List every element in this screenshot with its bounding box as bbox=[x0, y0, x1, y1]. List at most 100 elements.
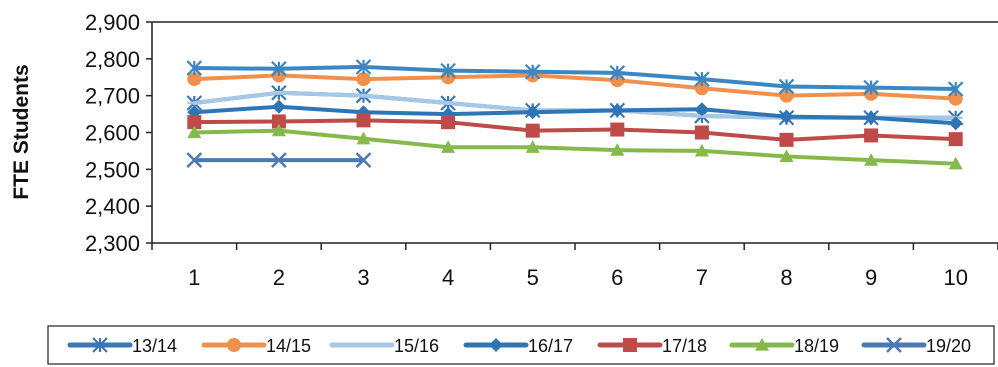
data-point bbox=[524, 63, 541, 80]
legend-item: 15/16 bbox=[329, 336, 439, 356]
data-point bbox=[948, 132, 963, 147]
y-tick-label: 2,700 bbox=[85, 84, 140, 109]
data-point bbox=[863, 79, 879, 96]
series-line bbox=[192, 64, 958, 92]
legend-item: 17/18 bbox=[597, 336, 707, 356]
data-point bbox=[623, 338, 637, 352]
data-point bbox=[356, 113, 371, 128]
data-point bbox=[694, 81, 709, 96]
data-point bbox=[187, 115, 202, 130]
x-tick-label: 1 bbox=[188, 265, 200, 290]
x-tick-label: 5 bbox=[527, 265, 539, 290]
legend-label: 13/14 bbox=[132, 336, 177, 356]
data-point bbox=[440, 62, 456, 79]
data-point bbox=[779, 109, 794, 124]
series-18-19 bbox=[187, 123, 963, 170]
series-line bbox=[192, 128, 958, 166]
series-line bbox=[192, 104, 958, 126]
series-line bbox=[192, 73, 958, 101]
x-tick-label: 9 bbox=[865, 265, 877, 290]
series-19-20 bbox=[186, 152, 372, 169]
data-point bbox=[694, 71, 710, 87]
data-point bbox=[755, 338, 769, 351]
data-point bbox=[779, 88, 794, 103]
y-tick-label: 2,900 bbox=[85, 10, 140, 35]
data-point bbox=[525, 105, 540, 120]
y-axis-label: FTE Students bbox=[10, 64, 33, 199]
y-tick-label: 2,600 bbox=[85, 121, 140, 146]
data-point bbox=[355, 59, 372, 75]
data-point bbox=[779, 149, 794, 163]
data-point bbox=[271, 123, 286, 137]
data-point bbox=[886, 337, 902, 353]
data-point bbox=[271, 114, 286, 129]
data-point bbox=[610, 103, 625, 118]
data-point bbox=[186, 152, 203, 169]
series-line bbox=[192, 90, 958, 120]
data-point bbox=[864, 110, 879, 125]
data-point bbox=[948, 116, 963, 131]
y-tick-label: 2,800 bbox=[85, 47, 140, 72]
data-point bbox=[441, 115, 456, 130]
legend-label: 15/16 bbox=[394, 336, 439, 356]
data-point bbox=[525, 140, 540, 153]
legend-label: 18/19 bbox=[794, 336, 839, 356]
data-point bbox=[778, 78, 795, 95]
data-point bbox=[489, 338, 503, 352]
data-point bbox=[694, 125, 709, 140]
series-line bbox=[192, 118, 958, 142]
data-point bbox=[187, 125, 202, 139]
data-point bbox=[948, 156, 963, 170]
data-point bbox=[864, 153, 879, 166]
data-point bbox=[609, 65, 626, 81]
data-point bbox=[525, 123, 540, 138]
data-point bbox=[356, 131, 371, 145]
data-point bbox=[948, 91, 963, 106]
series-unlabeled bbox=[186, 59, 964, 97]
legend-item: 18/19 bbox=[729, 336, 839, 356]
series-line bbox=[192, 90, 958, 120]
legend-label: 16/17 bbox=[528, 336, 573, 356]
legend-label: 17/18 bbox=[662, 336, 707, 356]
data-point bbox=[864, 128, 879, 143]
x-tick-label: 10 bbox=[943, 265, 967, 290]
series-17-18 bbox=[187, 113, 963, 147]
data-point bbox=[947, 81, 964, 97]
legend-label: 19/20 bbox=[926, 336, 971, 356]
series-15-16 bbox=[187, 90, 963, 120]
axes: 2,300 2,400 2,500 2,600 2,700 2,800 2,900 1 2 3 4 5… bbox=[85, 10, 998, 290]
data-point bbox=[356, 72, 371, 87]
legend: 13/14 14/15 15/16 16/17 17/18 18/19 19/20 bbox=[47, 325, 995, 365]
data-point bbox=[610, 143, 625, 156]
data-point bbox=[186, 60, 203, 76]
data-point bbox=[355, 152, 372, 169]
data-point bbox=[92, 337, 108, 353]
data-point bbox=[271, 152, 287, 169]
data-point bbox=[441, 140, 456, 153]
data-point bbox=[271, 99, 286, 114]
x-tick-label: 3 bbox=[357, 265, 369, 290]
legend-item: 13/14 bbox=[67, 336, 177, 356]
y-tick-label: 2,300 bbox=[85, 231, 140, 256]
data-point bbox=[779, 132, 794, 147]
legend-item: 19/20 bbox=[861, 336, 971, 356]
data-point bbox=[187, 72, 202, 87]
data-point bbox=[694, 143, 709, 157]
x-tick-label: 2 bbox=[273, 265, 285, 290]
data-point bbox=[610, 122, 625, 137]
data-point bbox=[694, 102, 709, 117]
legend-item: 14/15 bbox=[201, 336, 311, 356]
legend-item: 16/17 bbox=[463, 336, 573, 356]
y-tick-label: 2,400 bbox=[85, 194, 140, 219]
legend-label: 14/15 bbox=[266, 336, 311, 356]
data-point bbox=[227, 338, 241, 352]
x-tick-label: 8 bbox=[780, 265, 792, 290]
x-tick-label: 6 bbox=[611, 265, 623, 290]
series-layer bbox=[186, 59, 964, 170]
x-tick-label: 7 bbox=[696, 265, 708, 290]
data-point bbox=[271, 61, 287, 77]
series-16-17 bbox=[187, 99, 963, 131]
x-tick-label: 4 bbox=[442, 265, 454, 290]
